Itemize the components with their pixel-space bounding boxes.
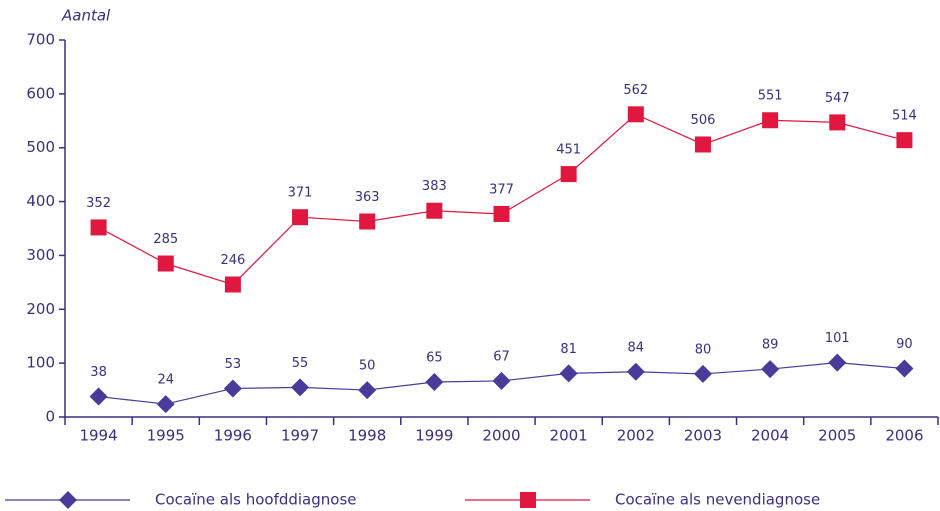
data-label: 65 [426, 350, 443, 365]
marker [761, 360, 780, 379]
marker [359, 213, 376, 230]
data-label: 80 [695, 342, 712, 357]
x-tick-label: 2001 [550, 427, 588, 445]
y-tick-label: 300 [26, 246, 55, 264]
marker [291, 378, 310, 397]
data-label: 363 [355, 190, 380, 205]
y-tick-label: 500 [26, 138, 55, 156]
x-tick-label: 2003 [684, 427, 722, 445]
data-label: 285 [153, 232, 178, 247]
marker [828, 353, 847, 372]
data-label: 352 [86, 196, 111, 211]
marker [292, 209, 309, 226]
x-tick-label: 2002 [617, 427, 655, 445]
marker [693, 364, 712, 383]
y-tick-label: 100 [26, 354, 55, 372]
y-tick-label: 200 [26, 300, 55, 318]
marker [90, 219, 107, 236]
data-label: 451 [556, 143, 581, 158]
marker [425, 372, 444, 391]
x-tick-label: 1997 [281, 427, 319, 445]
data-label: 24 [157, 373, 174, 388]
data-label: 90 [896, 337, 913, 352]
data-label: 562 [623, 83, 648, 98]
x-tick-label: 2004 [751, 427, 789, 445]
marker [626, 362, 645, 381]
y-tick-label: 700 [26, 31, 55, 49]
data-label: 246 [220, 253, 245, 268]
data-label: 551 [758, 89, 783, 104]
data-label: 50 [359, 359, 376, 374]
data-label: 506 [691, 113, 716, 128]
data-label: 514 [892, 109, 917, 124]
marker [426, 202, 443, 219]
x-tick-label: 1994 [79, 427, 117, 445]
marker [895, 359, 914, 378]
data-label: 67 [493, 349, 510, 364]
marker [560, 166, 577, 183]
marker [493, 205, 510, 222]
marker [896, 132, 913, 149]
data-label: 38 [90, 365, 107, 380]
series-line [98, 113, 905, 286]
data-label: 89 [762, 338, 779, 353]
x-tick-label: 1995 [147, 427, 185, 445]
x-tick-label: 1998 [348, 427, 386, 445]
y-tick-label: 400 [26, 192, 55, 210]
data-label: 53 [225, 357, 242, 372]
x-tick-label: 1999 [415, 427, 453, 445]
marker [627, 106, 644, 123]
x-tick-label: 2000 [482, 427, 520, 445]
marker [157, 255, 174, 272]
marker [156, 395, 175, 414]
y-tick-label: 0 [45, 408, 55, 426]
marker [829, 114, 846, 131]
data-label: 383 [422, 179, 447, 194]
marker [520, 492, 536, 508]
marker [89, 387, 108, 406]
data-label: 84 [628, 340, 645, 355]
y-axis-label: Aantal [61, 7, 111, 25]
marker [59, 491, 77, 509]
marker [223, 379, 242, 398]
data-label: 81 [560, 342, 577, 357]
marker [762, 112, 779, 129]
data-label: 377 [489, 182, 514, 197]
marker [559, 364, 578, 383]
x-tick-label: 2005 [818, 427, 856, 445]
marker [358, 381, 377, 400]
legend-label: Cocaïne als hoofddiagnose [155, 491, 357, 509]
marker [492, 371, 511, 390]
x-tick-label: 2006 [885, 427, 923, 445]
marker [694, 136, 711, 153]
data-label: 371 [288, 186, 313, 201]
y-tick-label: 600 [26, 84, 55, 102]
legend-label: Cocaïne als nevendiagnose [615, 491, 820, 509]
data-label: 547 [825, 91, 850, 106]
data-label: 101 [825, 331, 850, 346]
marker [224, 276, 241, 293]
x-tick-label: 1996 [214, 427, 252, 445]
data-label: 55 [292, 356, 309, 371]
